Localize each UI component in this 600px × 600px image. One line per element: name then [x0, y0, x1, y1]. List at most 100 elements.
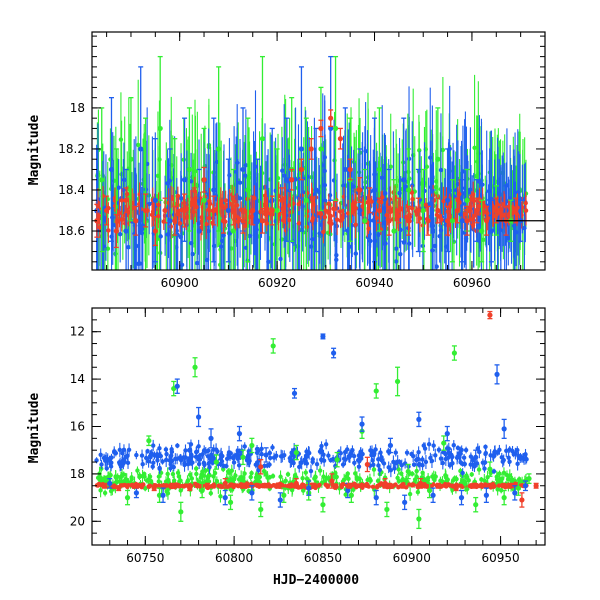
- dense-point-blue: [460, 169, 466, 174]
- dense-point-blue: [414, 457, 419, 463]
- dense-point-blue: [463, 447, 469, 453]
- data-point-blue: [345, 487, 351, 494]
- data-point-red: [191, 197, 197, 203]
- dense-point-green: [357, 476, 362, 482]
- dense-point-blue: [157, 465, 162, 471]
- data-point-red: [367, 197, 373, 203]
- dense-point-green: [417, 148, 422, 153]
- dense-point-blue: [146, 459, 151, 464]
- dense-point-green: [198, 475, 204, 480]
- data-point-red: [275, 483, 282, 489]
- dense-point-red: [353, 483, 358, 489]
- data-point-red: [116, 485, 122, 491]
- dense-point-red: [262, 211, 268, 217]
- dense-point-blue: [194, 260, 200, 266]
- dense-point-blue: [150, 464, 155, 469]
- dense-point-green: [211, 474, 216, 479]
- dense-point-green: [472, 145, 477, 150]
- data-point-green: [426, 487, 433, 494]
- dense-point-blue: [268, 455, 273, 461]
- dense-point-green: [118, 137, 124, 142]
- data-point-red: [204, 483, 211, 489]
- data-point-green: [376, 166, 382, 173]
- data-point-red: [435, 483, 442, 489]
- data-point-green: [462, 480, 468, 486]
- dense-point-red: [497, 210, 503, 215]
- data-point-blue: [320, 333, 326, 340]
- data-point-red: [230, 207, 236, 214]
- dense-point-blue: [126, 245, 131, 250]
- dense-point-green: [178, 488, 183, 493]
- data-point-red: [240, 483, 246, 489]
- dense-point-blue: [440, 460, 446, 466]
- dense-point-red: [337, 209, 343, 214]
- dense-point-blue: [155, 458, 160, 463]
- dense-point-red: [496, 483, 502, 488]
- dense-point-red: [360, 204, 365, 209]
- data-point-red: [346, 483, 353, 489]
- data-point-red: [435, 207, 441, 214]
- data-point-green: [416, 516, 422, 522]
- dense-point-red: [471, 192, 476, 197]
- dense-point-green: [399, 471, 404, 476]
- dense-point-red: [194, 483, 199, 489]
- dense-point-green: [265, 475, 270, 480]
- dense-point-green: [194, 466, 199, 471]
- dense-point-green: [440, 147, 446, 153]
- dense-point-red: [168, 224, 174, 229]
- dense-point-green: [170, 471, 176, 477]
- data-point-green: [259, 136, 266, 142]
- dense-point-green: [497, 478, 503, 483]
- data-point-red: [533, 483, 539, 489]
- dense-point-blue: [134, 452, 139, 458]
- data-point-blue: [167, 218, 173, 224]
- top-plot-frame: [91, 31, 546, 271]
- data-point-blue: [473, 454, 479, 460]
- data-point-blue: [211, 187, 217, 193]
- data-point-blue: [152, 197, 158, 203]
- dense-point-red: [447, 213, 453, 219]
- bottom-x-tick-label: 60900: [393, 551, 431, 565]
- dense-point-green: [144, 478, 150, 483]
- dense-point-green: [495, 487, 500, 492]
- dense-point-blue: [183, 448, 188, 453]
- data-point-blue: [108, 166, 115, 173]
- dense-point-blue: [379, 455, 384, 460]
- data-point-blue: [291, 390, 298, 396]
- dense-point-blue: [460, 470, 465, 476]
- dense-point-red: [95, 483, 101, 488]
- dense-point-blue: [104, 466, 109, 471]
- dense-point-green: [113, 475, 118, 480]
- dense-point-red: [360, 485, 365, 490]
- dense-point-blue: [160, 459, 165, 464]
- data-point-red: [211, 207, 217, 214]
- dense-point-green: [409, 471, 415, 476]
- data-point-red: [318, 125, 324, 132]
- dense-point-red: [268, 484, 273, 489]
- dense-point-red: [325, 483, 331, 488]
- dense-point-red: [97, 225, 102, 230]
- dense-point-green: [304, 476, 310, 481]
- data-point-green: [245, 187, 251, 193]
- data-point-red: [250, 207, 256, 214]
- dense-point-blue: [123, 454, 129, 460]
- data-point-blue: [196, 228, 202, 234]
- top-x-tick-label: 60900: [161, 276, 199, 290]
- bottom-data-marks: [101, 310, 539, 530]
- dense-point-blue: [254, 446, 260, 452]
- dense-point-green: [98, 488, 103, 493]
- data-point-red: [258, 464, 264, 470]
- data-point-green: [192, 364, 198, 370]
- dense-point-blue: [297, 464, 302, 470]
- dense-point-blue: [246, 460, 251, 466]
- data-point-red: [406, 218, 412, 224]
- dense-point-green: [499, 488, 504, 493]
- dense-point-blue: [506, 455, 511, 460]
- dense-point-blue: [186, 458, 191, 463]
- dense-point-blue: [235, 456, 241, 461]
- dense-point-blue: [98, 452, 103, 457]
- dense-point-green: [187, 472, 193, 477]
- data-point-blue: [263, 452, 269, 458]
- data-point-green: [405, 468, 411, 475]
- dense-point-blue: [213, 447, 219, 452]
